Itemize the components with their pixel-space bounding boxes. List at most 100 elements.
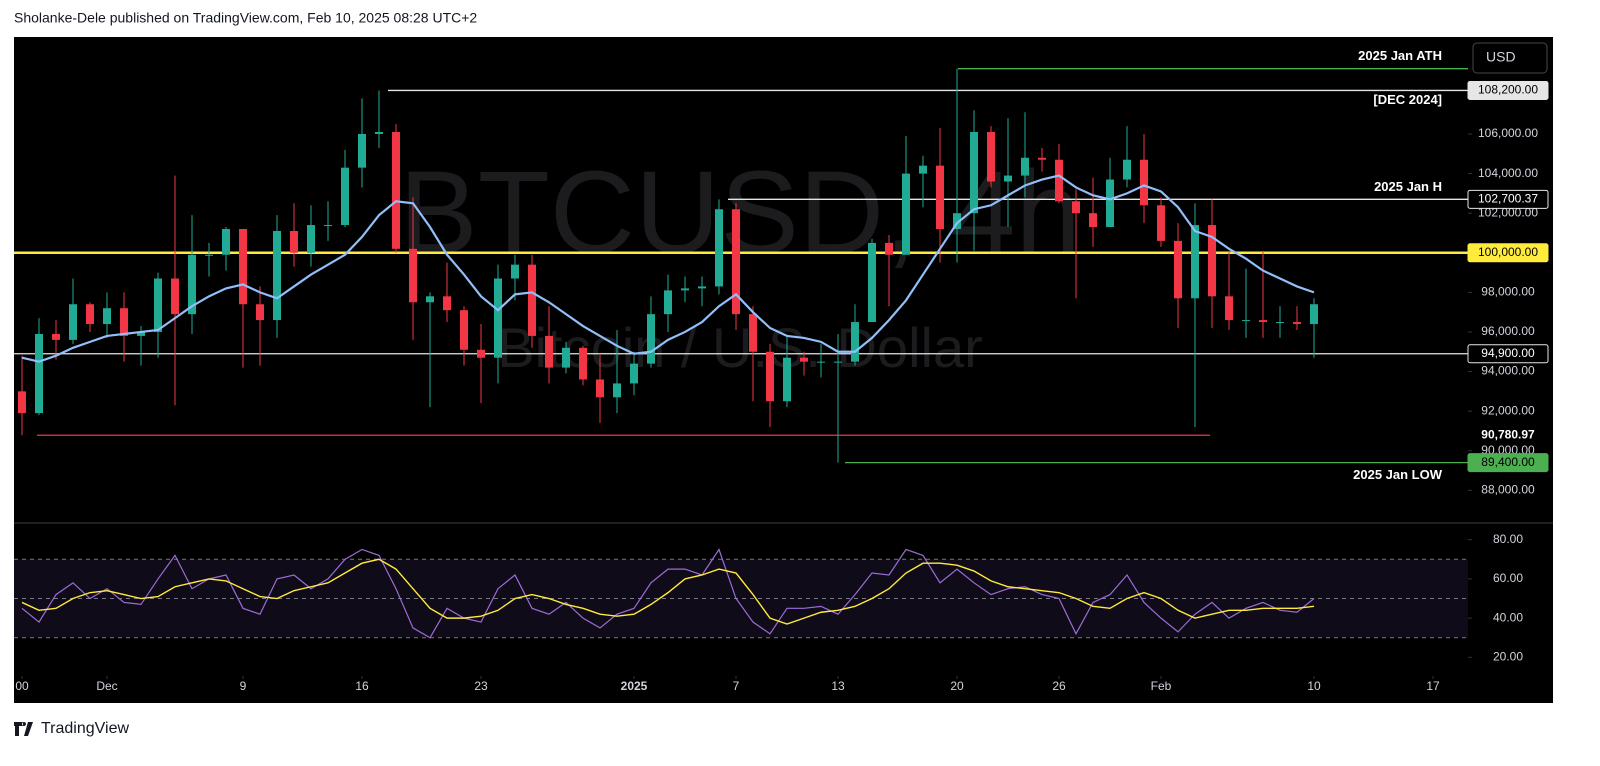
candle-body (698, 286, 706, 289)
candle-body (341, 167, 349, 226)
x-tick-label: Dec (96, 679, 117, 693)
candle-body (817, 361, 825, 363)
candle-body (1208, 225, 1216, 297)
x-tick-label: 13 (831, 679, 845, 693)
candle-body (545, 335, 553, 368)
x-tick-label: 20 (950, 679, 964, 693)
y-tick-label: 98,000.00 (1481, 285, 1535, 299)
price-label: 94,900.00 (1481, 346, 1535, 360)
candle-body (1157, 205, 1165, 241)
candle-body (953, 213, 961, 230)
y-tick-label: 92,000.00 (1481, 403, 1535, 417)
candle-body (1276, 322, 1284, 324)
candle-body (1191, 225, 1199, 299)
candle-body (205, 254, 213, 256)
y-tick-label: 102,000.00 (1478, 205, 1538, 219)
candle-body (528, 264, 536, 336)
candle-body (1259, 320, 1267, 323)
candle-body (800, 357, 808, 362)
candle-body (443, 296, 451, 311)
candle-body (630, 363, 638, 384)
price-label-box (1467, 344, 1549, 364)
level-note: [DEC 2024] (1373, 92, 1442, 107)
x-tick-label: 23 (474, 679, 488, 693)
x-tick-label: 16 (355, 679, 369, 693)
candle-body (1293, 322, 1301, 325)
candle-body (69, 304, 77, 340)
candle-body (579, 347, 587, 380)
candle-body (1004, 175, 1012, 182)
candle-body (1242, 320, 1250, 322)
rsi-ma-line (21, 558, 1315, 625)
rsi-tick-label: 20.00 (1493, 650, 1523, 664)
x-tick-label: 17 (1426, 679, 1440, 693)
level-note: 2025 Jan H (1374, 179, 1442, 194)
candle-body (52, 333, 60, 340)
candle-body (1072, 201, 1080, 214)
candle-body (885, 242, 893, 255)
currency: USD (1486, 49, 1516, 65)
rsi-line (21, 548, 1315, 639)
y-tick-label: 94,000.00 (1481, 364, 1535, 378)
candle-body (460, 310, 468, 350)
price-label: 102,700.37 (1478, 191, 1538, 205)
candle-body (1174, 240, 1182, 299)
candle-body (494, 278, 502, 358)
y-tick-label: 96,000.00 (1481, 324, 1535, 338)
rsi-tick-label: 80.00 (1493, 532, 1523, 546)
price-label-box (1467, 80, 1549, 100)
price-label: 108,200.00 (1478, 83, 1538, 97)
x-tick-label: Feb (1151, 679, 1172, 693)
price-label: 90,780.97 (1481, 427, 1535, 441)
moving-average (21, 174, 1315, 363)
y-tick-label: 106,000.00 (1478, 126, 1538, 140)
candle-body (1089, 213, 1097, 228)
candle-body (103, 308, 111, 325)
candle-body (188, 254, 196, 315)
candle-body (1038, 157, 1046, 160)
candle-body (732, 209, 740, 315)
candle-body (35, 333, 43, 414)
level-note: 2025 Jan LOW (1353, 467, 1443, 482)
candle-body (1055, 159, 1063, 202)
candle-body (171, 278, 179, 315)
candle-body (18, 391, 26, 414)
candle-body (970, 132, 978, 214)
candle-body (936, 165, 944, 230)
y-tick-label: 88,000.00 (1481, 482, 1535, 496)
candle-body (715, 209, 723, 287)
candle-body (783, 357, 791, 402)
candle-body (511, 264, 519, 279)
level-note: 2025 Jan ATH (1358, 48, 1442, 63)
candle-body (681, 288, 689, 291)
candle-body (596, 379, 604, 398)
candle-body (358, 134, 366, 168)
x-tick-label: 00 (15, 679, 29, 693)
candle-body (1140, 159, 1148, 206)
candle-body (273, 231, 281, 321)
candle-body (1021, 157, 1029, 176)
price-label-box (1467, 243, 1549, 263)
candle-body (1225, 296, 1233, 321)
tv-logo (14, 722, 33, 736)
candle-body (120, 308, 128, 336)
currency-box (1472, 42, 1548, 74)
x-tick-label: 7 (733, 679, 740, 693)
price-label: 100,000.00 (1478, 245, 1538, 259)
price-label-box (1467, 189, 1549, 209)
candle-body (1310, 304, 1318, 325)
candle-body (290, 231, 298, 253)
candle-body (154, 278, 162, 332)
candle-body (902, 173, 910, 255)
publish-header: Sholanke-Dele published on TradingView.c… (14, 10, 477, 26)
candle-body (222, 229, 230, 255)
x-tick-label: 9 (240, 679, 247, 693)
candle-body (137, 331, 145, 336)
footer-brand: TradingView (41, 720, 129, 737)
candle-body (919, 165, 927, 174)
candle-body (307, 225, 315, 253)
candle-body (613, 383, 621, 398)
